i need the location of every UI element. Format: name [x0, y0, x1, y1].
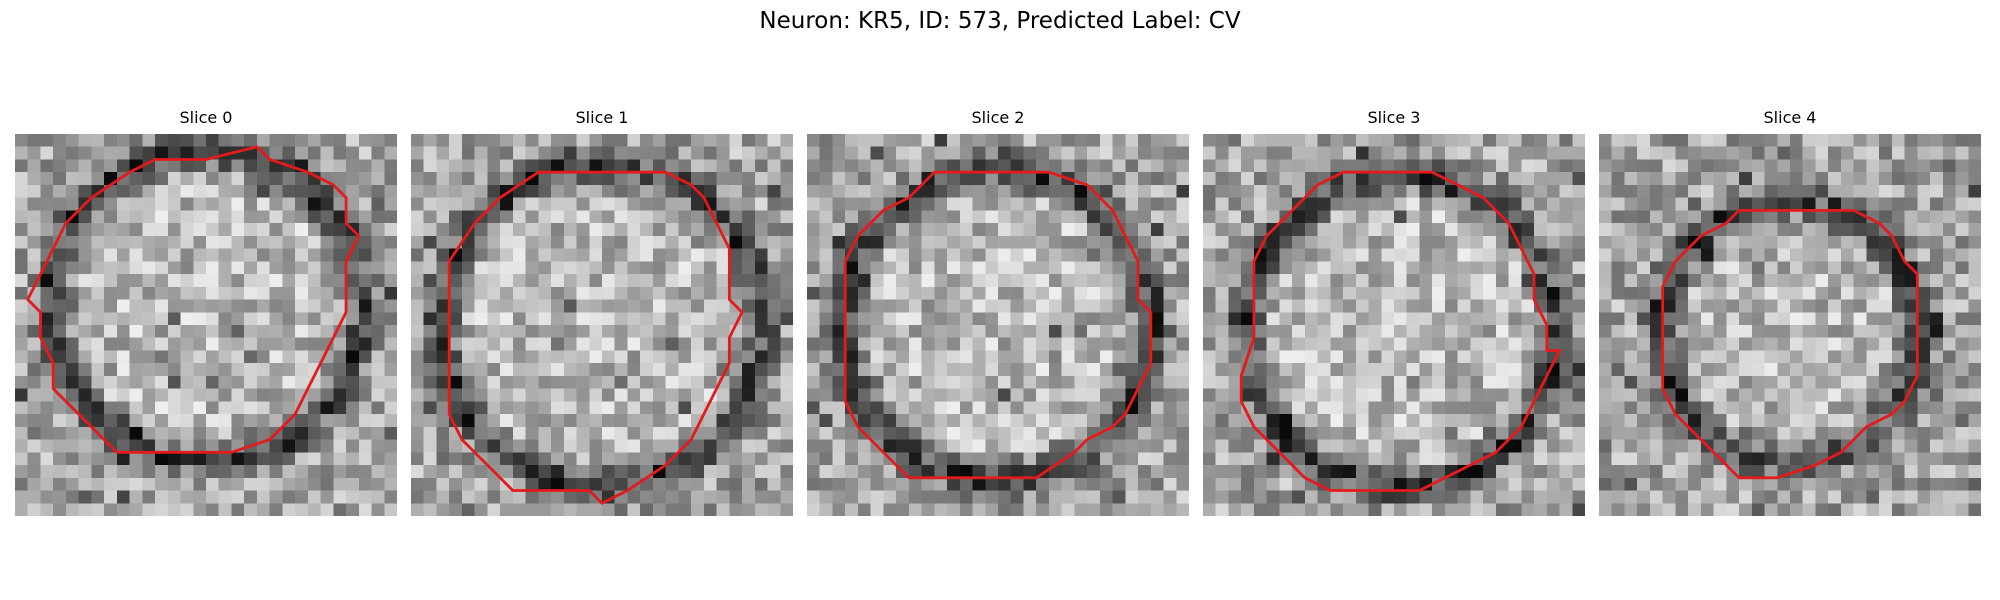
slice-panel-2: Slice 2 [807, 108, 1189, 516]
slice-title-0: Slice 0 [179, 108, 233, 127]
slice-title-4: Slice 4 [1763, 108, 1817, 127]
contour-overlay-3 [1239, 170, 1561, 492]
cell-contour-1 [447, 170, 744, 505]
cell-contour-4 [1661, 208, 1919, 480]
slice-image-2 [807, 134, 1189, 516]
slice-image-3 [1203, 134, 1585, 516]
slice-texture-3 [1203, 134, 1585, 516]
slice-title-1: Slice 1 [575, 108, 629, 127]
slice-title-3: Slice 3 [1367, 108, 1421, 127]
slice-title-2: Slice 2 [971, 108, 1025, 127]
slice-image-1 [411, 134, 793, 516]
slice-panel-4: Slice 4 [1599, 108, 1981, 516]
contour-overlay-1 [447, 170, 744, 505]
slice-panel-0: Slice 0 [15, 108, 397, 516]
cell-contour-3 [1239, 170, 1561, 492]
contour-overlay-4 [1661, 208, 1919, 480]
slice-image-0 [15, 134, 397, 516]
slice-image-4 [1599, 134, 1981, 516]
contour-overlay-0 [26, 145, 361, 454]
slice-panel-3: Slice 3 [1203, 108, 1585, 516]
cell-contour-2 [843, 170, 1153, 480]
cell-contour-0 [26, 145, 361, 454]
contour-overlay-2 [843, 170, 1153, 480]
figure-title: Neuron: KR5, ID: 573, Predicted Label: C… [759, 8, 1241, 34]
slice-panel-1: Slice 1 [411, 108, 793, 516]
slice-texture-2 [807, 134, 1189, 516]
